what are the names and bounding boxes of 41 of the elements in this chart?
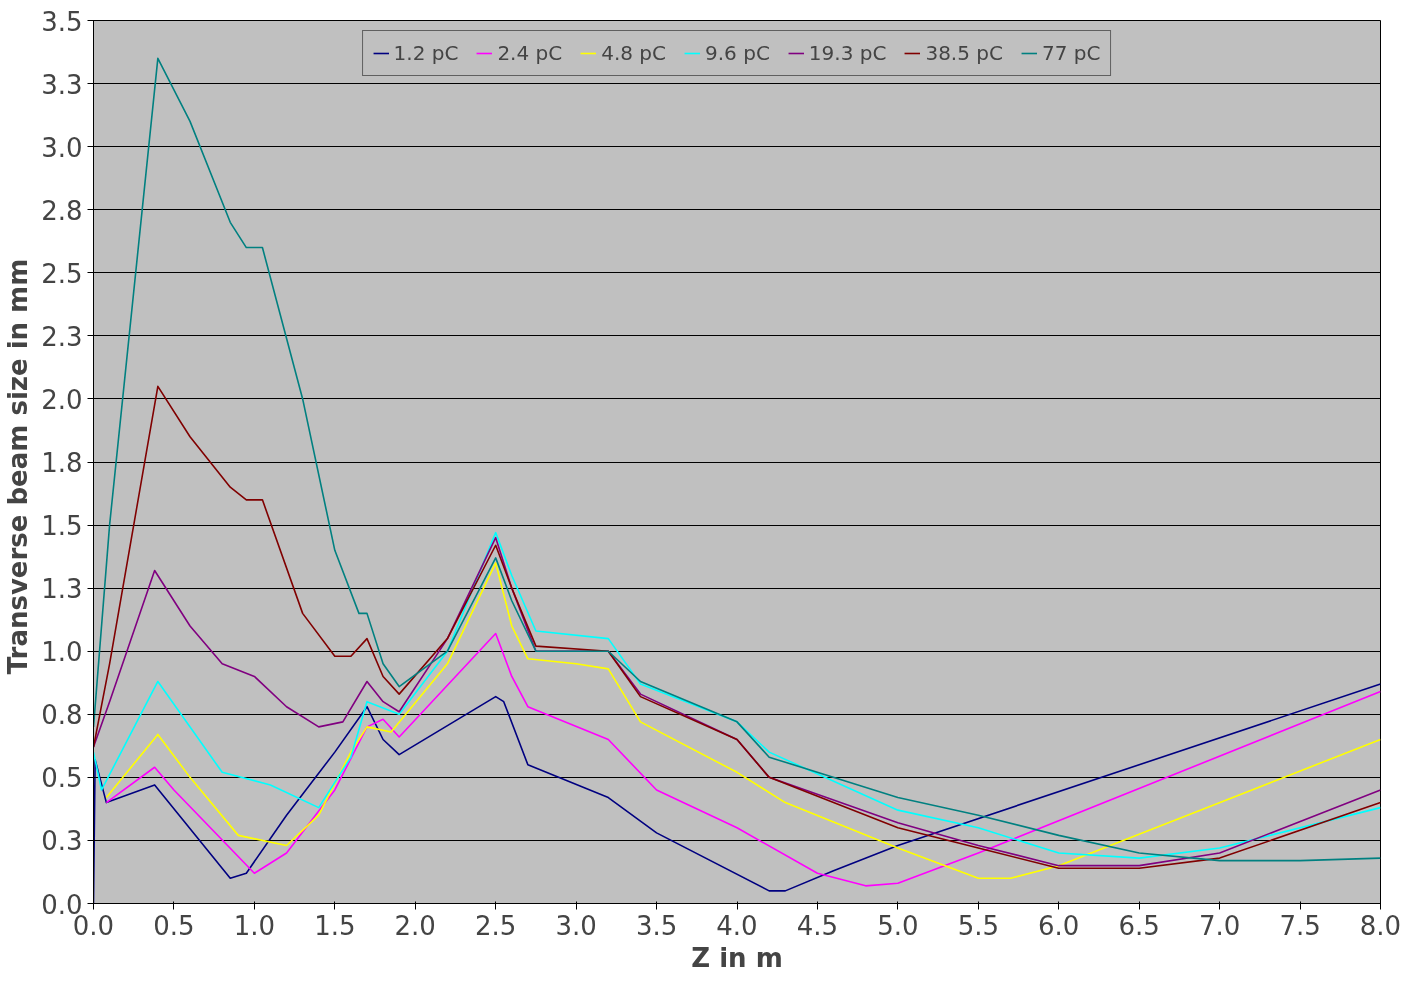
x-tick-label: 3.5 — [635, 910, 678, 941]
x-tick-label: 2.0 — [394, 910, 436, 941]
line-series — [105, 632, 1381, 887]
y-axis-title: Transverse beam size in mm — [3, 258, 34, 675]
x-tick-label: 7.0 — [1198, 910, 1241, 941]
x-tick-label: 1.5 — [314, 910, 356, 941]
y-tick-label: 1.3 — [41, 574, 83, 605]
x-tick-label: 6.0 — [1038, 910, 1080, 941]
legend-label: 38.5 pC — [925, 41, 1003, 65]
y-tick-label: 2.5 — [41, 258, 83, 289]
x-tick-label: 3.0 — [555, 910, 597, 941]
y-tick-label: 3.0 — [41, 132, 83, 163]
y-tick-label: 1.0 — [41, 637, 83, 668]
y-tick-label: 1.5 — [41, 511, 83, 542]
x-tick-label: 7.5 — [1279, 910, 1321, 941]
y-tick-label: 1.8 — [41, 448, 83, 478]
y-tick-label: 0.5 — [41, 763, 83, 794]
x-tick-label: 4.5 — [796, 910, 839, 941]
legend-label: 1.2 pC — [393, 41, 459, 65]
x-tick-label: 4.0 — [716, 910, 758, 941]
x-tick-label: 8.0 — [1359, 910, 1402, 941]
x-tick-label: 6.5 — [1118, 910, 1160, 941]
y-tick-label: 2.0 — [41, 384, 83, 415]
y-tick-label: 2.3 — [41, 321, 83, 352]
y-tick-label: 0.8 — [41, 700, 83, 731]
line-series — [93, 385, 1381, 869]
legend-label: 77 pC — [1041, 41, 1101, 65]
legend-label: 19.3 pC — [808, 41, 887, 65]
x-tick-label: 0.5 — [153, 910, 195, 941]
x-tick-label: 5.0 — [877, 910, 919, 941]
y-tick-label: 2.8 — [41, 195, 83, 226]
y-tick-label: 0.3 — [41, 826, 83, 857]
legend-label: 2.4 pC — [497, 41, 563, 65]
x-tick-label: 5.5 — [957, 910, 999, 941]
y-tick-label: 3.3 — [41, 69, 83, 100]
x-tick-label: 2.5 — [475, 910, 517, 941]
x-axis-title: Z in m — [691, 942, 783, 973]
y-tick-label: 3.5 — [41, 6, 83, 37]
legend-label: 9.6 pC — [705, 41, 770, 65]
legend-label: 4.8 pC — [601, 41, 667, 65]
x-tick-label: 1.0 — [233, 910, 276, 941]
